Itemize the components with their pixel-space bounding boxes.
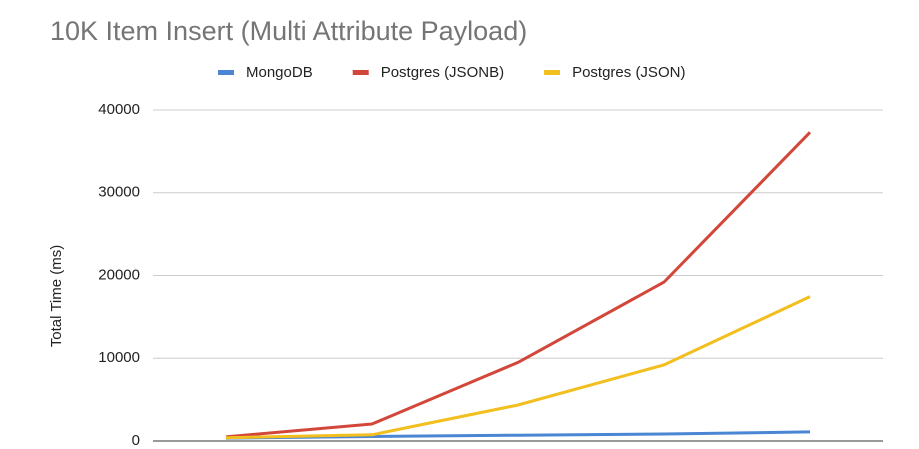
legend-label: MongoDB xyxy=(246,64,313,81)
y-tick-label: 10000 xyxy=(98,349,140,366)
y-tick-label: 20000 xyxy=(98,266,140,283)
y-axis-label: Total Time (ms) xyxy=(48,245,65,348)
legend-label: Postgres (JSON) xyxy=(572,64,685,81)
y-tick-label: 30000 xyxy=(98,184,140,201)
legend-swatch xyxy=(352,70,369,75)
legend-label: Postgres (JSONB) xyxy=(381,64,504,81)
legend-swatch xyxy=(218,70,234,75)
y-tick-label: 40000 xyxy=(98,101,140,118)
data-line xyxy=(225,131,812,439)
data-line xyxy=(225,295,811,440)
y-tick-label: 0 xyxy=(132,432,140,449)
chart-title: 10K Item Insert (Multi Attribute Payload… xyxy=(50,16,527,46)
legend-swatch xyxy=(544,70,561,75)
